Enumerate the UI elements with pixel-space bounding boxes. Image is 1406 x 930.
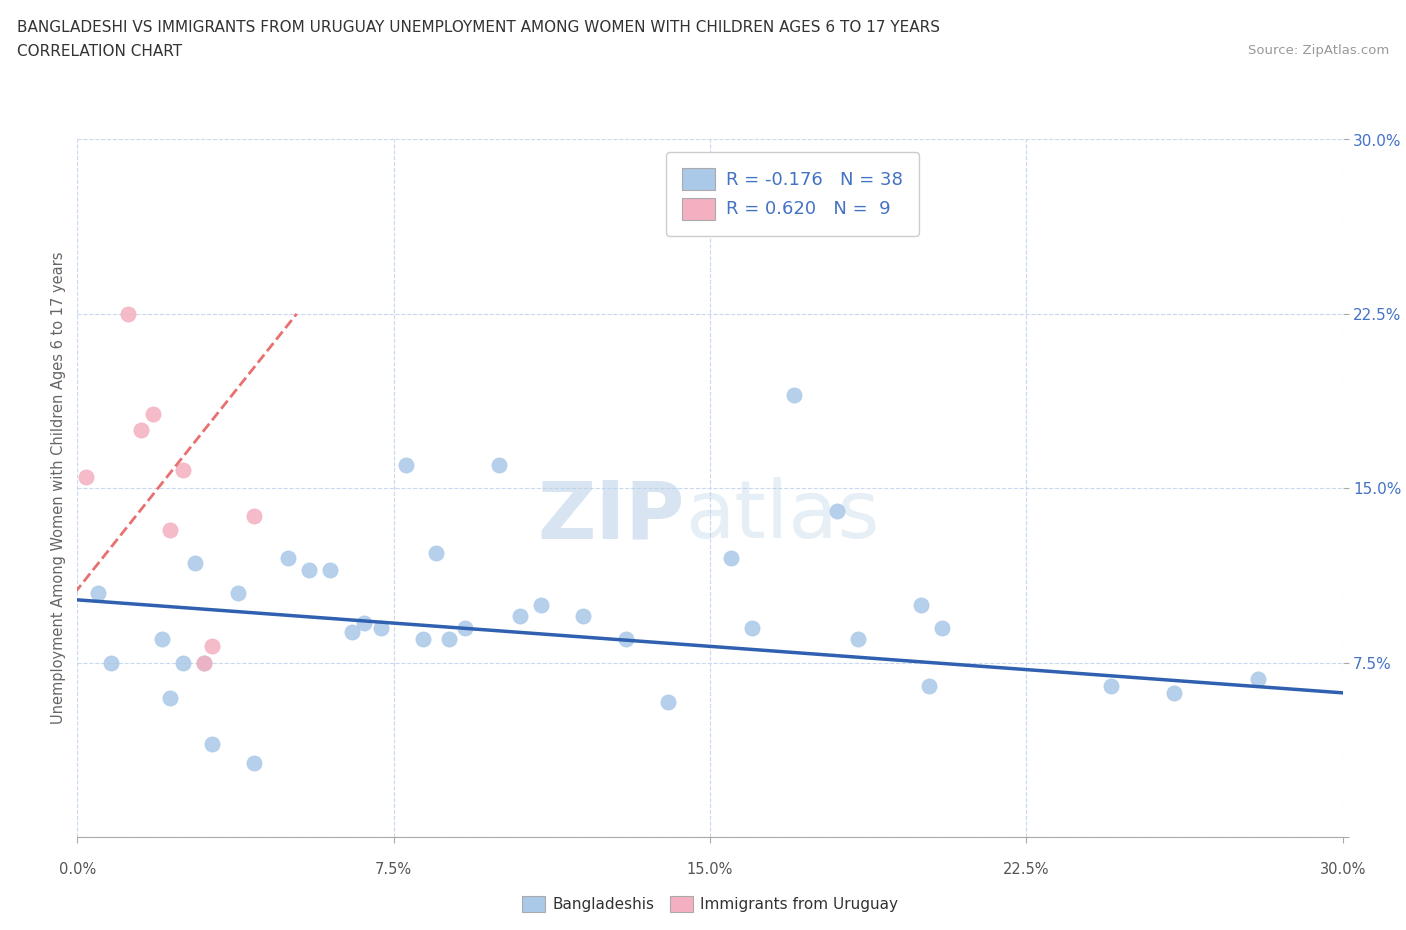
Point bbox=[720, 551, 742, 565]
Point bbox=[454, 620, 477, 635]
Text: CORRELATION CHART: CORRELATION CHART bbox=[17, 44, 181, 59]
Point bbox=[87, 586, 110, 601]
Point bbox=[509, 609, 531, 624]
Point bbox=[159, 523, 181, 538]
Text: atlas: atlas bbox=[685, 477, 879, 555]
Point bbox=[657, 695, 679, 710]
Point bbox=[437, 632, 460, 647]
Point bbox=[931, 620, 953, 635]
Text: ZIP: ZIP bbox=[537, 477, 685, 555]
Point bbox=[75, 469, 97, 484]
Point bbox=[488, 458, 510, 472]
Point bbox=[395, 458, 418, 472]
Point bbox=[412, 632, 434, 647]
Point bbox=[100, 655, 122, 670]
Point bbox=[783, 388, 806, 403]
Point bbox=[910, 597, 932, 612]
Point bbox=[1163, 685, 1185, 700]
Point bbox=[172, 655, 194, 670]
Legend: Bangladeshis, Immigrants from Uruguay: Bangladeshis, Immigrants from Uruguay bbox=[515, 889, 905, 920]
Point bbox=[530, 597, 553, 612]
Point bbox=[277, 551, 299, 565]
Point bbox=[201, 639, 224, 654]
Point bbox=[243, 509, 266, 524]
Point bbox=[825, 504, 848, 519]
Point bbox=[193, 655, 215, 670]
Point bbox=[193, 655, 215, 670]
Text: 7.5%: 7.5% bbox=[375, 862, 412, 877]
Point bbox=[319, 562, 342, 577]
Point bbox=[117, 307, 139, 322]
Text: BANGLADESHI VS IMMIGRANTS FROM URUGUAY UNEMPLOYMENT AMONG WOMEN WITH CHILDREN AG: BANGLADESHI VS IMMIGRANTS FROM URUGUAY U… bbox=[17, 20, 939, 35]
Point bbox=[370, 620, 392, 635]
Point bbox=[614, 632, 637, 647]
Point bbox=[142, 406, 165, 421]
Point bbox=[226, 586, 249, 601]
Text: 22.5%: 22.5% bbox=[1002, 862, 1050, 877]
Point bbox=[918, 679, 941, 694]
Text: Source: ZipAtlas.com: Source: ZipAtlas.com bbox=[1249, 44, 1389, 57]
Point bbox=[159, 690, 181, 705]
Point bbox=[150, 632, 173, 647]
Text: 15.0%: 15.0% bbox=[688, 862, 733, 877]
Point bbox=[1099, 679, 1122, 694]
Text: 0.0%: 0.0% bbox=[59, 862, 96, 877]
Point bbox=[572, 609, 595, 624]
Point bbox=[340, 625, 363, 640]
Point bbox=[425, 546, 447, 561]
Point bbox=[172, 462, 194, 477]
Point bbox=[353, 616, 375, 631]
Point bbox=[741, 620, 763, 635]
Point bbox=[846, 632, 869, 647]
Point bbox=[243, 755, 266, 770]
Point bbox=[1247, 671, 1270, 686]
Y-axis label: Unemployment Among Women with Children Ages 6 to 17 years: Unemployment Among Women with Children A… bbox=[51, 252, 66, 724]
Point bbox=[201, 737, 224, 751]
Point bbox=[298, 562, 321, 577]
Point bbox=[184, 555, 207, 570]
Point bbox=[129, 422, 152, 438]
Text: 30.0%: 30.0% bbox=[1320, 862, 1365, 877]
